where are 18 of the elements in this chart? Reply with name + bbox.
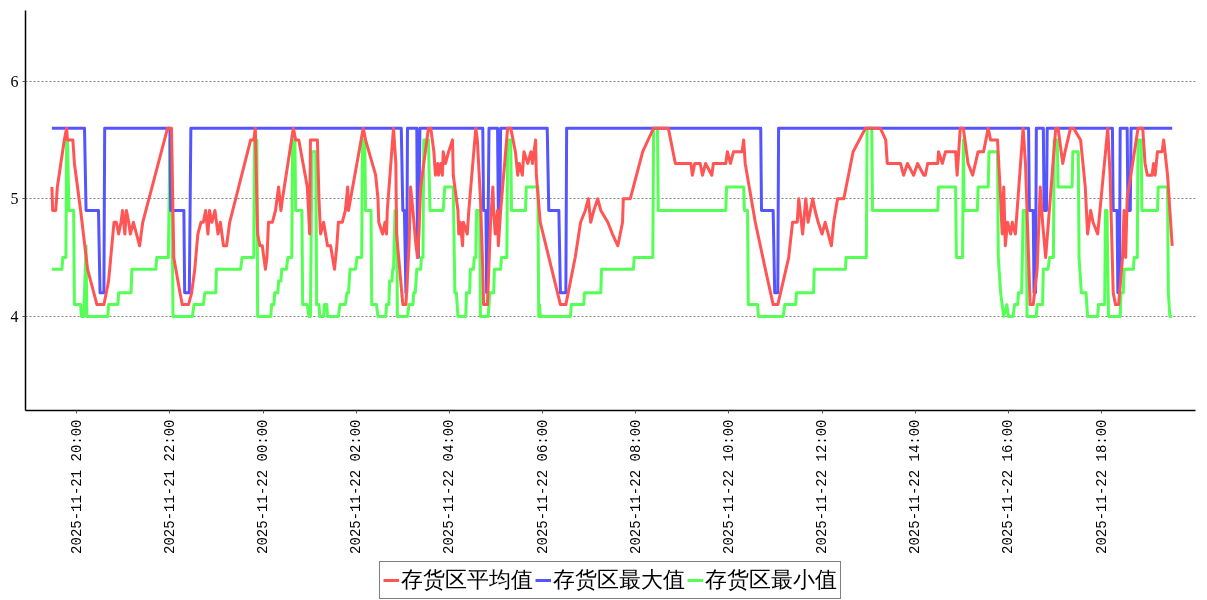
legend-label: 存货区最小值 [705, 566, 837, 594]
x-tick-label: 2025-11-22 06:00 [534, 419, 551, 554]
y-tick-label: 6 [10, 72, 19, 90]
x-tick-label: 2025-11-22 16:00 [1000, 419, 1017, 554]
x-tick-label: 2025-11-22 02:00 [348, 419, 365, 554]
y-tick-label: 4 [10, 307, 19, 325]
x-tick-label: 2025-11-21 20:00 [68, 419, 85, 554]
x-tick-label: 2025-11-21 22:00 [161, 419, 178, 554]
y-tick-label: 5 [10, 190, 19, 208]
x-tick-label: 2025-11-22 00:00 [255, 419, 272, 554]
x-tick-label: 2025-11-22 18:00 [1093, 419, 1110, 554]
x-tick-label: 2025-11-22 14:00 [907, 419, 924, 554]
x-tick-label: 2025-11-22 08:00 [627, 419, 644, 554]
x-tick-label: 2025-11-22 10:00 [720, 419, 737, 554]
x-tick-label: 2025-11-22 12:00 [814, 419, 831, 554]
legend-label: 存货区最大值 [553, 566, 685, 594]
legend-label: 存货区平均值 [401, 566, 533, 594]
x-tick-label: 2025-11-22 04:00 [441, 419, 458, 554]
